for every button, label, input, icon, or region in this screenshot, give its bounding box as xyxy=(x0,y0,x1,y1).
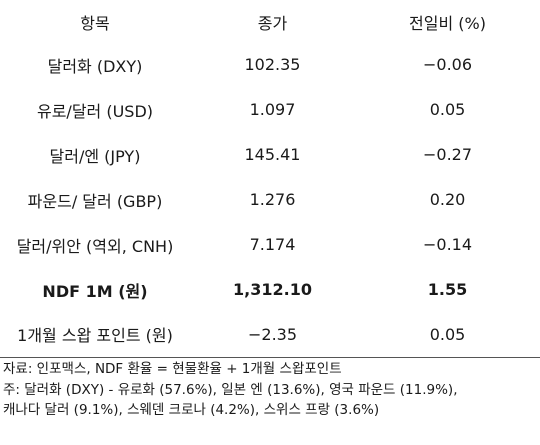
row-item: 달러/엔 (JPY) xyxy=(49,146,141,166)
row-change: 0.05 xyxy=(429,100,466,119)
row-change: −0.14 xyxy=(422,235,473,254)
table-notes: 자료: 인포맥스, NDF 환율 = 현물환율 + 1개월 스왑포인트 주: 달… xyxy=(3,359,539,421)
row-change: 1.55 xyxy=(427,280,468,299)
header-item: 항목 xyxy=(80,14,110,33)
row-item: 파운드/ 달러 (GBP) xyxy=(27,191,163,211)
row-item: 달러화 (DXY) xyxy=(47,56,143,76)
row-price: 1,312.10 xyxy=(233,280,312,299)
row-price: −2.35 xyxy=(247,324,298,344)
table-row: 유로/달러 (USD) 1.097 0.05 xyxy=(0,87,540,132)
source-note: 자료: 인포맥스, NDF 환율 = 현물환율 + 1개월 스왑포인트 xyxy=(3,361,342,377)
row-price: 102.35 xyxy=(244,55,301,74)
table-row: 1개월 스왑 포인트 (원) −2.35 0.05 xyxy=(0,312,540,357)
row-change: −0.06 xyxy=(422,55,473,74)
table-row: 달러/엔 (JPY) 145.41 −0.27 xyxy=(0,132,540,177)
table-row: 달러화 (DXY) 102.35 −0.06 xyxy=(0,42,540,87)
row-item: 유로/달러 (USD) xyxy=(36,101,154,121)
row-change: 0.05 xyxy=(429,324,466,344)
footnote-line: 캐나다 달러 (9.1%), 스웨덴 크로나 (4.2%), 스위스 프랑 (3… xyxy=(3,402,380,418)
header-change-percent: 전일비 (%) xyxy=(409,14,486,33)
row-item: NDF 1M (원) xyxy=(42,281,148,301)
row-item: 1개월 스왑 포인트 (원) xyxy=(17,326,173,346)
row-item: 달러/위안 (역외, CNH) xyxy=(16,236,174,256)
fx-rates-table: 항목 종가 전일비 (%) 달러화 (DXY) 102.35 −0.06 유로/… xyxy=(0,0,540,357)
row-change: 0.20 xyxy=(429,190,466,209)
row-price: 7.174 xyxy=(249,235,296,254)
row-price: 145.41 xyxy=(244,145,301,164)
table-row: 파운드/ 달러 (GBP) 1.276 0.20 xyxy=(0,177,540,222)
row-change: −0.27 xyxy=(422,145,473,164)
table-row: 달러/위안 (역외, CNH) 7.174 −0.14 xyxy=(0,222,540,267)
footnote-line: 주: 달러화 (DXY) - 유로화 (57.6%), 일본 엔 (13.6%)… xyxy=(3,381,458,398)
header-closing-price: 종가 xyxy=(257,14,288,33)
row-price: 1.097 xyxy=(249,100,296,119)
table-header-row: 항목 종가 전일비 (%) xyxy=(0,0,540,42)
table-row-highlighted: NDF 1M (원) 1,312.10 1.55 xyxy=(0,267,540,312)
row-price: 1.276 xyxy=(249,190,296,209)
